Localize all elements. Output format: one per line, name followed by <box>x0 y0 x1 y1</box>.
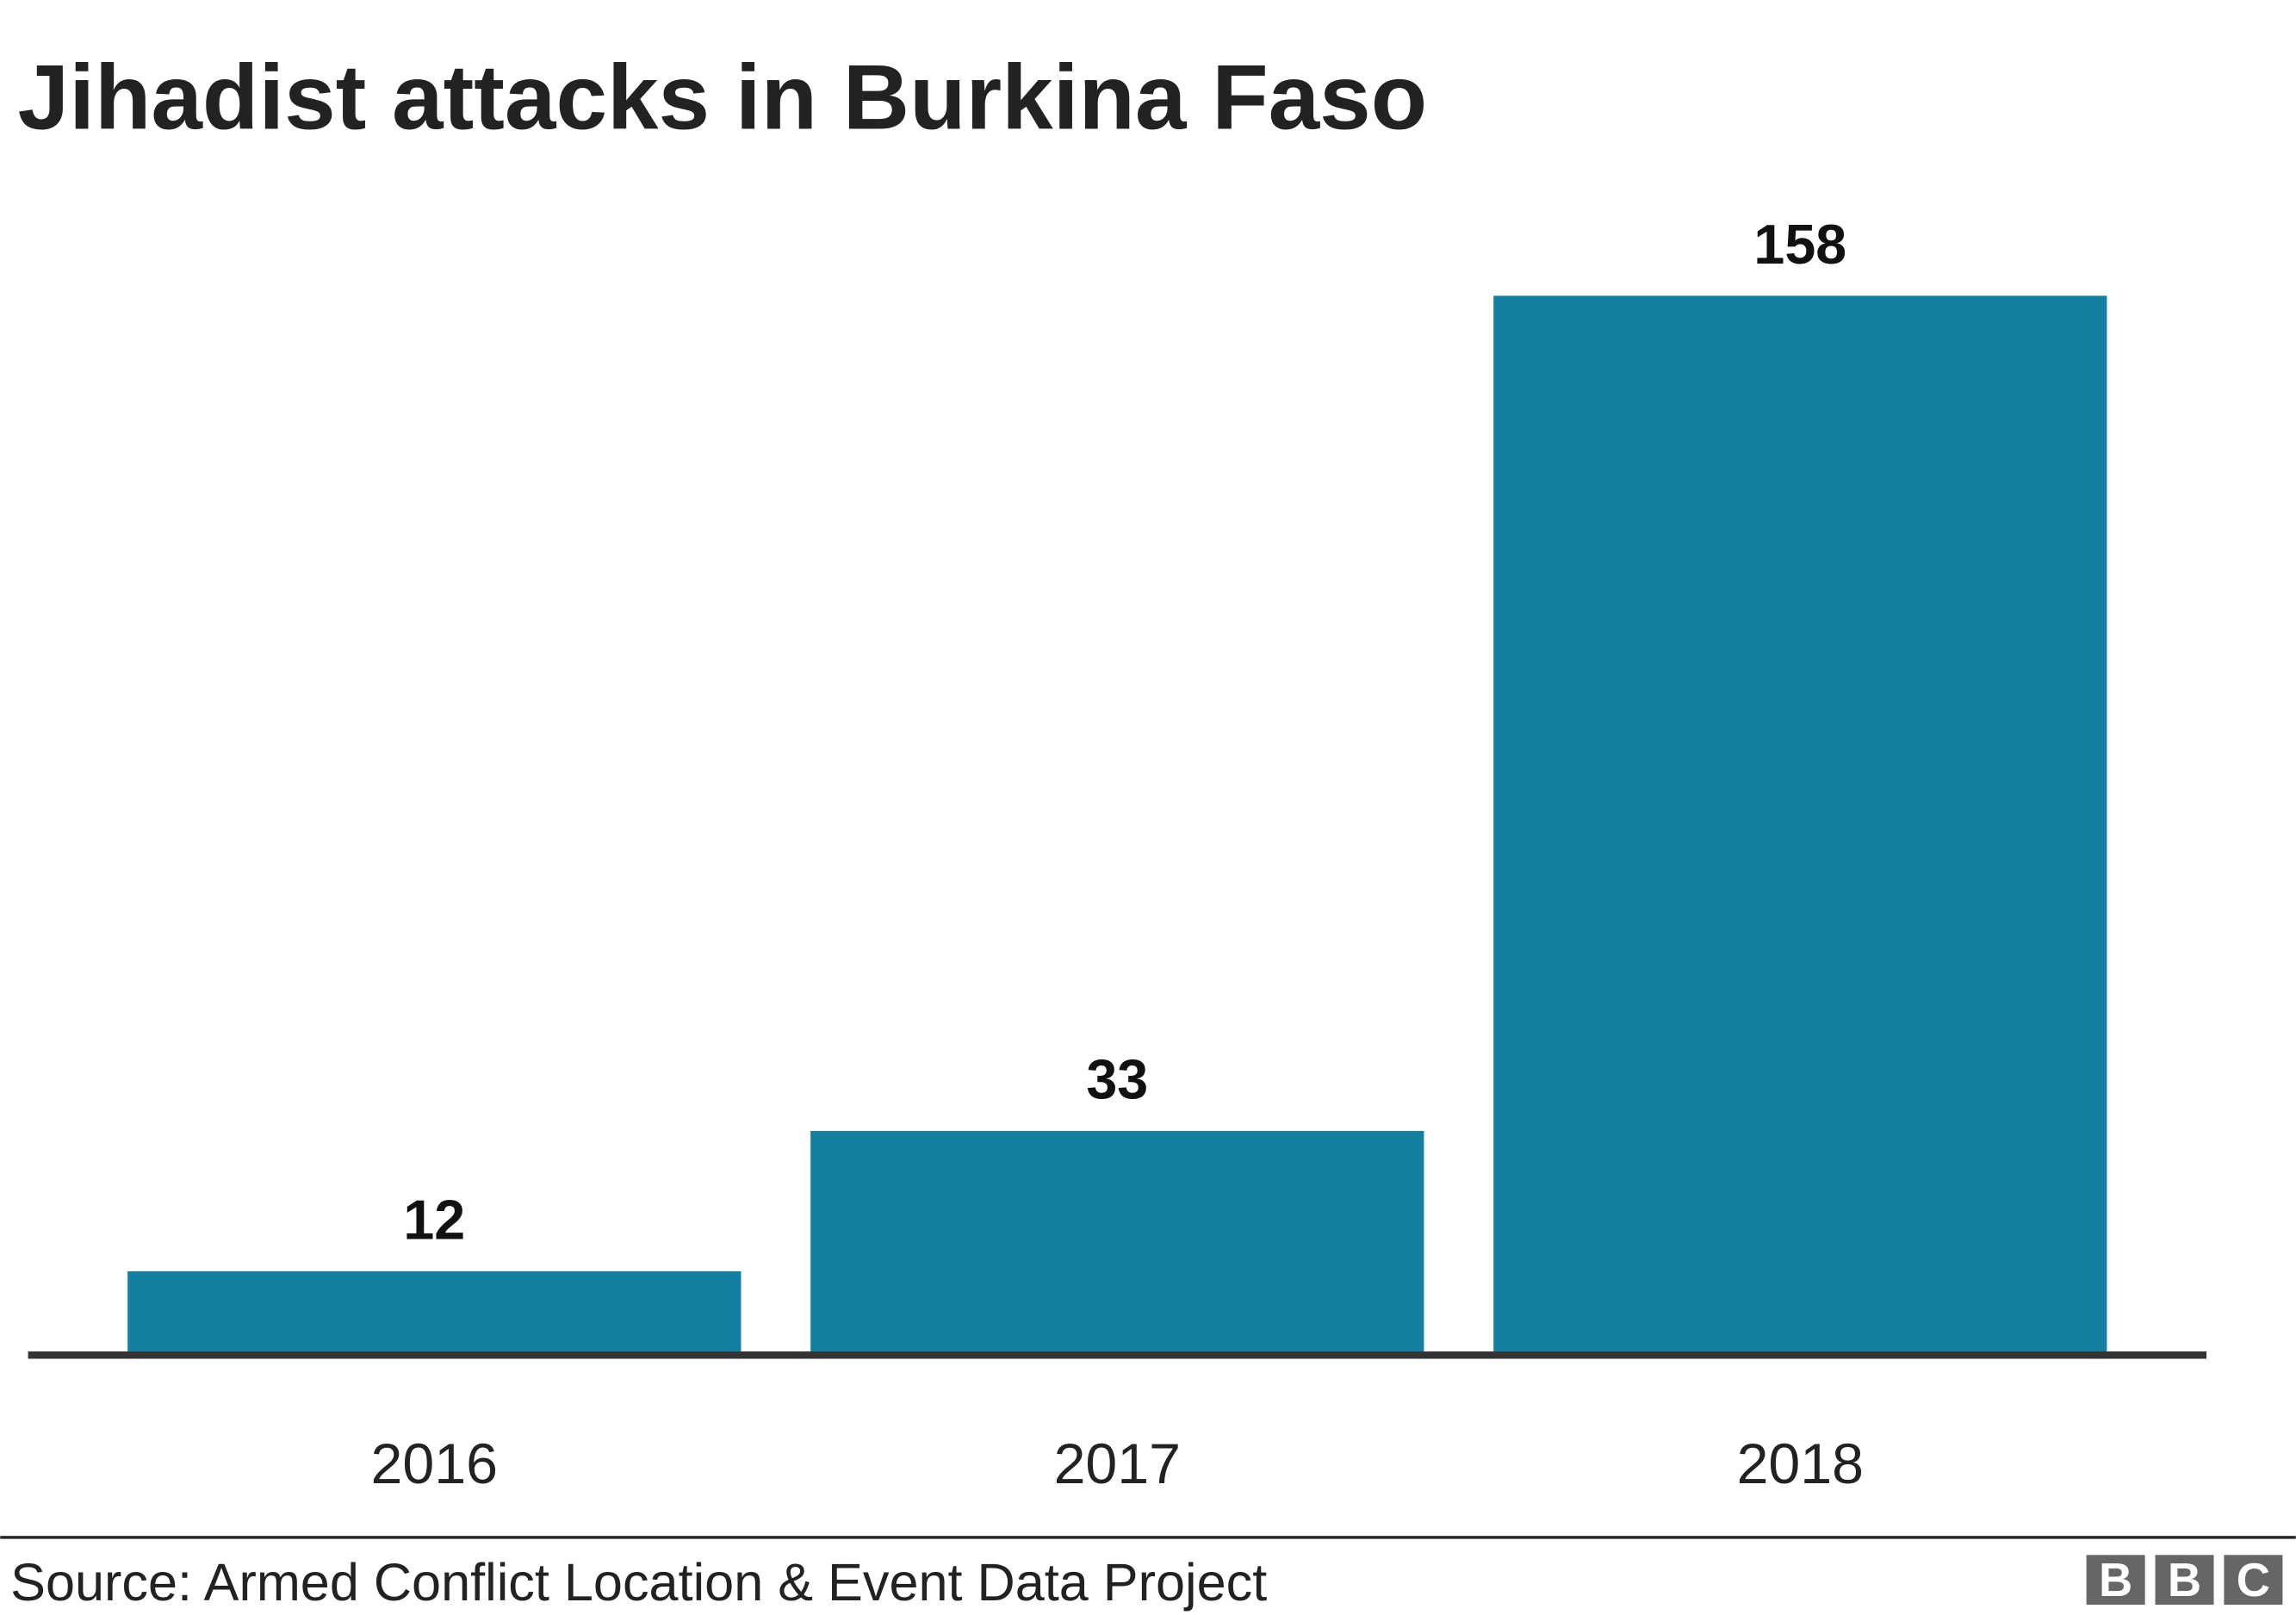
bar-2018 <box>1493 295 2107 1352</box>
bar-2016 <box>127 1270 742 1352</box>
x-tick-2018: 2018 <box>1737 1432 1864 1496</box>
bar-2017 <box>810 1131 1424 1352</box>
data-label-2018: 158 <box>1753 214 1846 276</box>
svg-text:B: B <box>2099 1554 2132 1606</box>
svg-text:B: B <box>2168 1554 2201 1606</box>
chart-title: Jihadist attacks in Burkina Faso <box>18 46 1427 149</box>
svg-text:C: C <box>2237 1554 2270 1606</box>
x-axis-line <box>28 1351 2207 1359</box>
x-tick-2017: 2017 <box>1054 1432 1181 1496</box>
x-tick-2016: 2016 <box>371 1432 498 1496</box>
bars: 12 33 158 <box>127 214 2107 1352</box>
source-note: Source: Armed Conflict Location & Event … <box>10 1553 1267 1612</box>
data-label-2017: 33 <box>1086 1049 1148 1111</box>
bbc-logo: B B C <box>2086 1554 2283 1606</box>
x-tick-labels: 2016 2017 2018 <box>371 1432 1864 1496</box>
footer-divider <box>0 1536 2296 1539</box>
data-label-2016: 12 <box>403 1190 465 1252</box>
